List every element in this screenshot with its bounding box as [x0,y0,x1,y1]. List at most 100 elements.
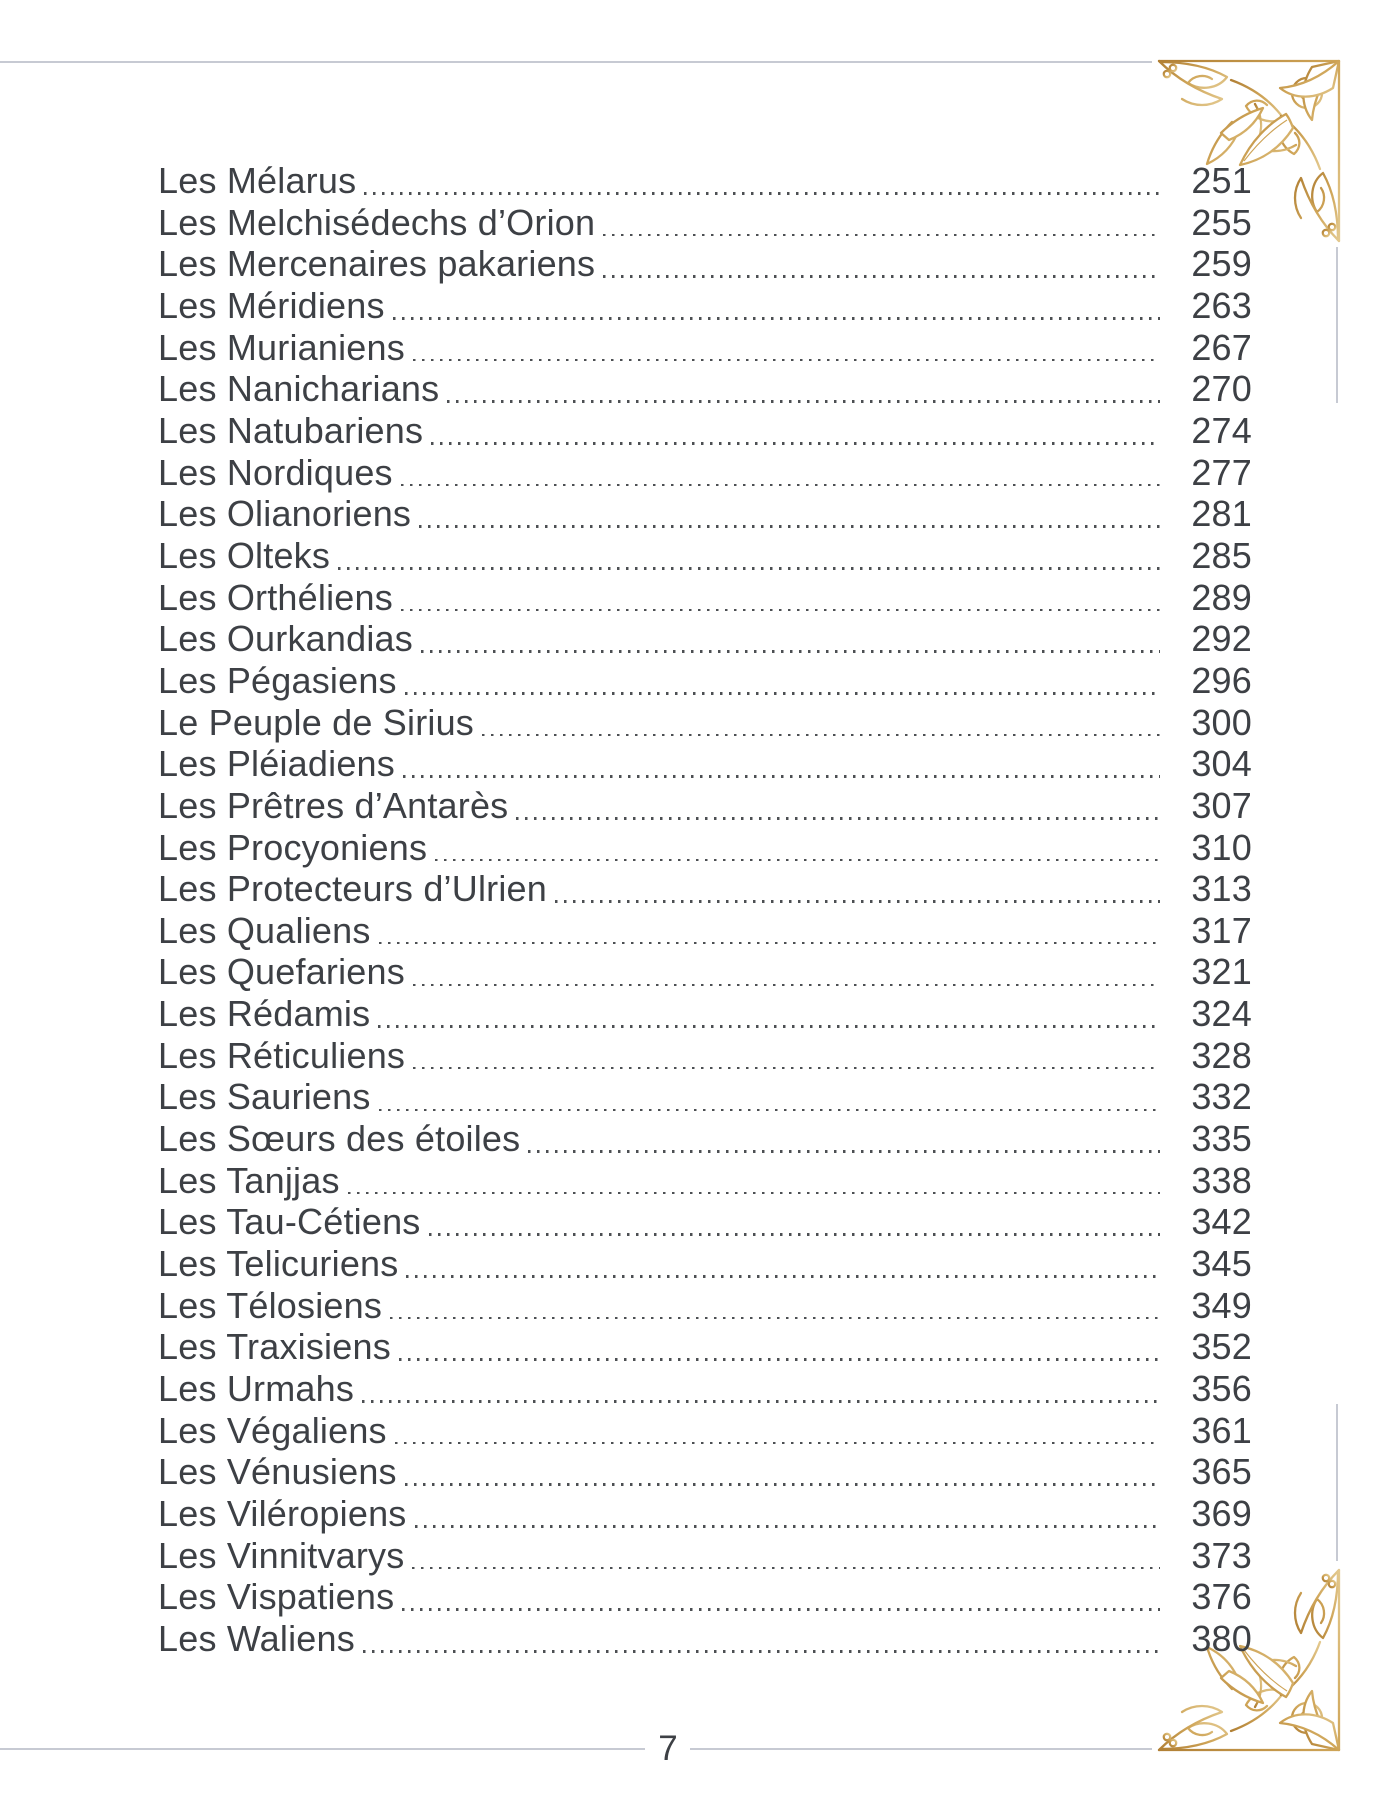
toc-entry-page: 292 [1191,618,1252,660]
toc-entry: Les Viléropiens 369 [158,1493,1252,1535]
toc-leader-dots [400,452,1161,494]
toc-entry: Les Urmahs 356 [158,1368,1252,1410]
toc-entry: Les Vispatiens 376 [158,1576,1252,1618]
toc-entry: Les Télosiens 349 [158,1285,1252,1327]
toc-entry-label: Les Télosiens [158,1284,383,1326]
toc-leader-dots [378,910,1161,952]
toc-entry: Les Pégasiens 296 [158,660,1252,702]
toc-entry-page: 281 [1191,493,1252,535]
toc-entry-label: Les Pégasiens [158,659,397,701]
toc-entry: Les Nanicharians 270 [158,368,1252,410]
toc-entry-page: 376 [1191,1576,1252,1618]
toc-entry-page: 251 [1191,160,1252,201]
toc-entry: Les Natubariens 274 [158,410,1252,452]
toc-entry-page: 263 [1191,284,1252,326]
toc-leader-dots [419,493,1160,535]
toc-entry: Les Vénusiens 365 [158,1451,1252,1493]
toc-entry-page: 310 [1191,826,1252,868]
toc-entry-page: 335 [1191,1118,1252,1160]
toc-entry: Les Melchisédechs d’Orion 255 [158,202,1252,244]
toc-entry-page: 365 [1191,1451,1252,1493]
toc-leader-dots [431,410,1160,452]
toc-leader-dots [398,1326,1161,1368]
toc-entry-label: Les Natubariens [158,409,424,451]
toc-leader-dots [364,160,1160,202]
toc-leader-dots [435,827,1160,869]
toc-entry-page: 321 [1191,951,1252,993]
toc-entry-page: 361 [1191,1409,1252,1451]
toc-leader-dots [338,535,1160,577]
toc-leader-dots [362,1618,1161,1660]
toc-entry-page: 277 [1191,451,1252,493]
toc-leader-dots [404,660,1161,702]
toc-entry: Les Mélarus 251 [158,160,1252,202]
toc-entry-label: Les Pléiadiens [158,743,395,785]
toc-entry-label: Les Quefariens [158,951,405,993]
toc-leader-dots [516,785,1160,827]
toc-entry-label: Les Viléropiens [158,1493,407,1534]
toc-leader-dots [378,993,1160,1035]
toc-list: Les Mélarus 251 Les Melchisédechs d’Orio… [158,160,1252,1660]
toc-entry-page: 380 [1191,1617,1252,1659]
toc-entry-page: 289 [1191,576,1252,618]
toc-entry: Les Telicuriens 345 [158,1243,1252,1285]
toc-entry-label: Les Tau-Cétiens [158,1201,421,1243]
toc-leader-dots [482,702,1160,744]
top-rule [0,61,1152,63]
toc-entry-page: 300 [1191,701,1252,743]
toc-entry-label: Les Rédamis [158,993,371,1035]
toc-entry-page: 328 [1191,1034,1252,1076]
toc-leader-dots [414,1493,1161,1535]
toc-entry-label: Les Nanicharians [158,368,440,410]
toc-leader-dots [528,1118,1160,1160]
toc-entry-label: Les Réticuliens [158,1034,406,1076]
toc-entry-label: Les Sauriens [158,1076,371,1118]
toc-entry-label: Les Procyoniens [158,826,428,868]
toc-entry-page: 373 [1191,1534,1252,1576]
toc-entry-page: 349 [1191,1284,1252,1326]
toc-leader-dots [402,1576,1160,1618]
toc-entry: Les Pléiadiens 304 [158,743,1252,785]
right-margin-rule-upper [1336,247,1338,403]
toc-entry-page: 338 [1191,1159,1252,1201]
toc-entry-label: Les Méridiens [158,284,385,326]
page-number: 7 [658,1729,678,1768]
toc-leader-dots [394,1410,1161,1452]
toc-entry: Les Rédamis 324 [158,993,1252,1035]
toc-entry-label: Les Ourkandias [158,618,413,660]
toc-entry-page: 317 [1191,909,1252,951]
toc-entry-page: 285 [1191,534,1252,576]
right-margin-rule-lower [1336,1404,1338,1561]
toc-leader-dots [347,1160,1161,1202]
toc-entry-page: 255 [1191,201,1252,243]
toc-entry-label: Les Tanjjas [158,1159,340,1201]
toc-entry-label: Les Melchisédechs d’Orion [158,201,596,243]
toc-entry-page: 267 [1191,326,1252,368]
toc-entry-label: Les Sœurs des étoiles [158,1118,521,1160]
toc-entry-page: 274 [1191,409,1252,451]
toc-leader-dots [603,243,1160,285]
toc-entry-label: Les Végaliens [158,1409,387,1451]
toc-leader-dots [554,868,1161,910]
toc-leader-dots [390,1285,1160,1327]
toc-entry-label: Les Prêtres d’Antarès [158,784,509,826]
toc-entry: Les Mercenaires pakariens 259 [158,243,1252,285]
toc-entry-page: 342 [1191,1201,1252,1243]
toc-entry: Les Orthéliens 289 [158,577,1252,619]
toc-entry: Les Procyoniens 310 [158,827,1252,869]
toc-entry: Les Sauriens 332 [158,1076,1252,1118]
toc-entry: Les Traxisiens 352 [158,1326,1252,1368]
toc-leader-dots [404,1451,1161,1493]
toc-entry: Les Olianoriens 281 [158,493,1252,535]
toc-leader-dots [362,1368,1160,1410]
toc-entry: Les Olteks 285 [158,535,1252,577]
toc-entry-label: Les Olianoriens [158,493,412,535]
toc-entry: Les Ourkandias 292 [158,618,1252,660]
toc-entry: Les Murianiens 267 [158,327,1252,369]
toc-entry: Les Prêtres d’Antarès 307 [158,785,1252,827]
toc-entry: Les Végaliens 361 [158,1410,1252,1452]
toc-leader-dots [406,1243,1160,1285]
toc-entry-page: 332 [1191,1076,1252,1118]
toc-entry: Les Tanjjas 338 [158,1160,1252,1202]
toc-entry: Les Waliens 380 [158,1618,1252,1660]
